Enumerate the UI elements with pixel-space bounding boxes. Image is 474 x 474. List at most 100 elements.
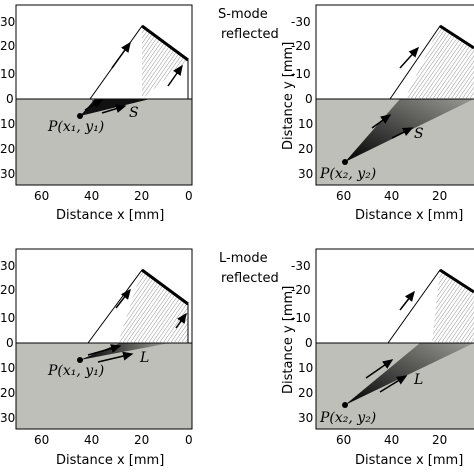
arrow-up-left xyxy=(111,41,131,69)
arrow-up-left xyxy=(399,290,415,311)
y-tick: 20 xyxy=(298,386,313,400)
x-tick: 40 xyxy=(84,189,99,203)
x-tick: 60 xyxy=(336,189,351,203)
y-tick: 30 xyxy=(0,411,15,425)
x-tick: 20 xyxy=(134,433,149,447)
y-tick: 20 xyxy=(0,386,15,400)
x-axis-ticks: 60 40 20 xyxy=(336,433,447,447)
y-tick: 30 xyxy=(0,167,15,181)
x-axis-label: Distance x [mm] xyxy=(56,453,164,468)
arrow-incident-2 xyxy=(391,127,414,139)
y-tick: 10 xyxy=(0,311,15,325)
point-p1 xyxy=(77,357,83,363)
plot-frame xyxy=(15,4,193,186)
x-tick: 40 xyxy=(84,433,99,447)
x-tick: 20 xyxy=(432,433,447,447)
arrow-incident-1 xyxy=(84,99,104,111)
mode-label-line2: reflected xyxy=(221,271,279,286)
point-label: P(x₂, y₂) xyxy=(319,166,376,182)
arrow-incident-1 xyxy=(371,114,392,129)
arrow-incident-2 xyxy=(379,375,408,393)
ray-outline xyxy=(89,25,189,100)
wave-label: S xyxy=(129,105,139,121)
y-tick: 30 xyxy=(0,259,15,273)
y-axis-ticks: 30 20 10 0 10 20 30 xyxy=(0,259,15,425)
x-axis-ticks: 60 40 20 0 xyxy=(34,433,193,447)
wave-label: S xyxy=(414,126,424,142)
plot-frame xyxy=(315,248,474,430)
x-tick: 0 xyxy=(185,189,193,203)
y-tick: 30 xyxy=(0,15,15,29)
panel-top-left: S P(x₁, y₁) 30 20 10 0 10 20 30 60 40 20… xyxy=(0,4,193,223)
incident-wave-fan xyxy=(80,343,170,360)
x-tick: 40 xyxy=(384,433,399,447)
point-label: P(x₁, y₁) xyxy=(47,363,104,379)
y-tick: 0 xyxy=(305,92,313,106)
x-axis-ticks: 60 40 20 xyxy=(336,189,447,203)
panel-top-right: S P(x₂, y₂) -30 -20 -10 0 10 20 30 Dista… xyxy=(281,4,474,223)
point-p1 xyxy=(77,113,83,119)
y-tick: 20 xyxy=(0,283,15,297)
y-tick: 30 xyxy=(298,411,313,425)
arrow-up-right xyxy=(175,312,187,329)
panel-bottom-left: L P(x₁, y₁) 30 20 10 0 10 20 30 60 40 20… xyxy=(0,248,193,468)
reflected-wave-fan xyxy=(432,270,474,343)
point-label: P(x₂, y₂) xyxy=(319,410,376,426)
solid-region xyxy=(16,343,192,429)
arrow-incident-2 xyxy=(97,351,134,363)
wave-label: L xyxy=(139,350,149,366)
y-tick: -20 xyxy=(291,39,311,53)
y-axis-label: Distance y [mm] xyxy=(281,42,296,150)
y-tick: 20 xyxy=(0,142,15,156)
y-tick: 10 xyxy=(0,361,15,375)
y-tick: -10 xyxy=(291,311,311,325)
mode-label-top: S-mode reflected xyxy=(218,7,279,42)
mode-label-line2: reflected xyxy=(221,27,279,42)
y-axis-ticks: -30 -20 -10 0 10 20 30 xyxy=(291,15,313,181)
ray-outline xyxy=(387,269,474,344)
plot-frame xyxy=(15,248,193,430)
panel-bottom-right: L P(x₂, y₂) -30 -20 -10 0 10 20 30 Dista… xyxy=(281,248,474,468)
y-tick: 20 xyxy=(0,39,15,53)
arrow-up-right xyxy=(167,64,183,87)
y-tick: 20 xyxy=(298,142,313,156)
mode-label-bottom: L-mode reflected xyxy=(219,251,279,286)
x-tick: 20 xyxy=(134,189,149,203)
ray-outline xyxy=(389,25,474,100)
reflected-wave-fan xyxy=(118,270,188,343)
y-tick: 10 xyxy=(298,117,313,131)
y-axis-ticks: 30 20 10 0 10 20 30 xyxy=(0,15,15,181)
mode-label-line1: L-mode xyxy=(219,251,268,266)
mode-label-line1: S-mode xyxy=(218,7,268,22)
y-tick: 0 xyxy=(6,336,14,350)
wave-label: L xyxy=(413,372,423,388)
y-axis-ticks: -30 -20 -10 0 10 20 30 xyxy=(291,259,313,425)
x-axis-ticks: 60 40 20 0 xyxy=(34,189,193,203)
arrow-incident-1 xyxy=(365,359,394,379)
y-tick: 30 xyxy=(298,167,313,181)
point-p2 xyxy=(342,402,348,408)
point-label: P(x₁, y₁) xyxy=(47,119,104,135)
y-tick: -30 xyxy=(291,259,311,273)
x-tick: 60 xyxy=(34,189,49,203)
plot-frame xyxy=(315,4,474,186)
y-axis-label: Distance y [mm] xyxy=(281,286,296,394)
solid-region xyxy=(16,99,192,185)
solid-region xyxy=(316,343,474,429)
reflected-wave-fan xyxy=(142,26,188,99)
y-tick: -20 xyxy=(291,283,311,297)
x-axis-label: Distance x [mm] xyxy=(355,208,463,223)
ray-outline xyxy=(87,269,189,344)
x-tick: 40 xyxy=(384,189,399,203)
arrow-up-left xyxy=(115,288,131,309)
reflected-wave-fan xyxy=(405,26,474,99)
x-tick: 60 xyxy=(34,433,49,447)
arrow-incident-1 xyxy=(87,344,122,356)
x-tick: 20 xyxy=(432,189,447,203)
x-axis-label: Distance x [mm] xyxy=(56,208,164,223)
x-tick: 60 xyxy=(336,433,351,447)
arrow-up-left xyxy=(399,46,420,69)
arrow-incident-2 xyxy=(101,104,127,114)
y-tick: 10 xyxy=(298,361,313,375)
